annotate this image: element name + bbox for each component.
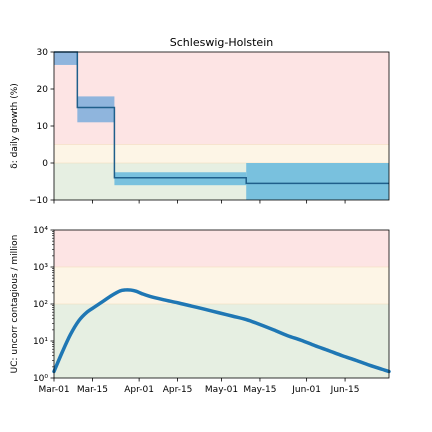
contagious-curve xyxy=(52,288,391,374)
bottom-xtick-label: Mar-01 xyxy=(38,385,69,395)
top-confidence-bands xyxy=(54,52,389,200)
growth-ci-segment-3 xyxy=(246,163,389,200)
top-ytick-label: 10 xyxy=(37,122,49,132)
bottom-xtick-label: Apr-15 xyxy=(163,385,193,395)
growth-rate-panel: −10 0 10 20 30 Schleswig-Holstein δ: daily g… xyxy=(10,36,390,206)
bottom-y-axis-label: UC: uncorr contagious / million xyxy=(10,235,20,374)
bottom-ytick-label: 10³ xyxy=(33,263,48,273)
bottom-ytick-label: 10¹ xyxy=(33,337,48,347)
bottom-background-bands xyxy=(54,230,389,378)
top-ytick-label: 20 xyxy=(37,85,49,95)
bottom-xtick-label: May-15 xyxy=(243,385,276,395)
bottom-xtick-label: Apr-01 xyxy=(124,385,154,395)
top-y-ticks: −10 0 10 20 30 xyxy=(29,48,54,206)
top-x-ticks xyxy=(53,200,346,204)
top-y-axis-label: δ: daily growth (%) xyxy=(10,83,20,169)
bottom-ytick-label: 10⁴ xyxy=(33,226,48,236)
bottom-y-ticks: 10⁰ 10¹ 10² 10³ 10⁴ xyxy=(33,226,54,384)
bottom-xtick-label: Jun-01 xyxy=(291,385,321,395)
bottom-ytick-label: 10⁰ xyxy=(33,374,48,384)
bottom-xtick-label: Jun-15 xyxy=(330,385,360,395)
top-ytick-label: 0 xyxy=(42,159,48,169)
bottom-xtick-label: May-01 xyxy=(205,385,238,395)
top-band-1 xyxy=(54,144,389,163)
growth-ci-segment-0 xyxy=(54,52,78,65)
growth-ci-segment-2 xyxy=(114,172,247,186)
growth-ci-segment-1 xyxy=(77,96,115,123)
growth-rate-step-line xyxy=(54,51,389,185)
bottom-x-ticks: Mar-01 Mar-15 Apr-01 Apr-15 May-01 May-15 Jun-… xyxy=(38,378,359,395)
top-ytick-label: −10 xyxy=(29,196,48,206)
top-ytick-label: 30 xyxy=(37,48,49,58)
bottom-band-2 xyxy=(54,230,389,267)
contagious-panel: 10⁰ 10¹ 10² 10³ 10⁴ Mar-01 Mar-15 Apr-01 Apr-15… xyxy=(10,226,391,395)
chart-title: Schleswig-Holstein xyxy=(170,36,273,49)
bottom-ytick-label: 10² xyxy=(33,300,48,310)
bottom-band-0 xyxy=(54,304,389,378)
bottom-xtick-label: Mar-15 xyxy=(77,385,108,395)
